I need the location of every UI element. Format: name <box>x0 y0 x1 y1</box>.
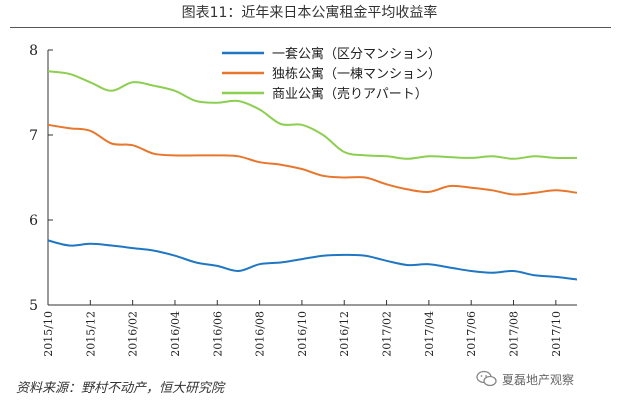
legend-label-0: 一套公寓（区分マンション） <box>272 46 441 62</box>
y-tick-label: 6 <box>29 213 38 229</box>
x-tick-label: 2017/04 <box>423 311 436 357</box>
series-line-2 <box>47 70 578 160</box>
chart-title: 图表11：近年来日本公寓租金平均收益率 <box>181 5 438 21</box>
y-tick-label: 5 <box>29 298 38 314</box>
watermark-text: 夏磊地产观察 <box>502 372 575 387</box>
x-tick-label: 2017/10 <box>550 311 563 357</box>
x-tick-label: 2015/10 <box>42 311 55 357</box>
x-tick-label: 2016/08 <box>254 311 267 357</box>
x-tick-label: 2016/04 <box>169 311 182 357</box>
x-tick-label: 2017/08 <box>508 311 521 357</box>
legend-label-2: 商业公寓（売りアパート） <box>272 86 428 102</box>
x-axis-ticks: 2015/10 2015/12 2016/02 2016/04 2016/06 2016/… <box>42 300 563 357</box>
title-divider <box>10 27 611 28</box>
x-tick-label: 2017/02 <box>381 311 394 357</box>
y-tick-label: 7 <box>29 128 38 144</box>
legend-label-1: 独栋公寓（一棟マンション） <box>272 66 441 82</box>
x-tick-label: 2016/12 <box>338 311 351 357</box>
series-line-1 <box>47 123 578 196</box>
y-axis-ticks: 5 6 7 8 <box>29 43 53 314</box>
wechat-icon <box>476 370 497 387</box>
y-tick-label: 8 <box>29 43 38 59</box>
x-tick-label: 2016/02 <box>127 311 140 357</box>
legend: 一套公寓（区分マンション） 独栋公寓（一棟マンション） 商业公寓（売りアパート） <box>222 46 441 102</box>
watermark: 夏磊地产观察 <box>476 370 574 388</box>
x-tick-label: 2016/06 <box>211 311 224 357</box>
series-lines <box>47 70 578 281</box>
series-line-0 <box>47 239 578 281</box>
source-note: 资料来源：野村不动产，恒大研究院 <box>16 381 225 396</box>
x-tick-label: 2017/06 <box>465 311 478 357</box>
chart-axes <box>47 50 577 306</box>
x-tick-label: 2015/12 <box>84 311 97 357</box>
x-tick-label: 2016/10 <box>296 311 309 357</box>
